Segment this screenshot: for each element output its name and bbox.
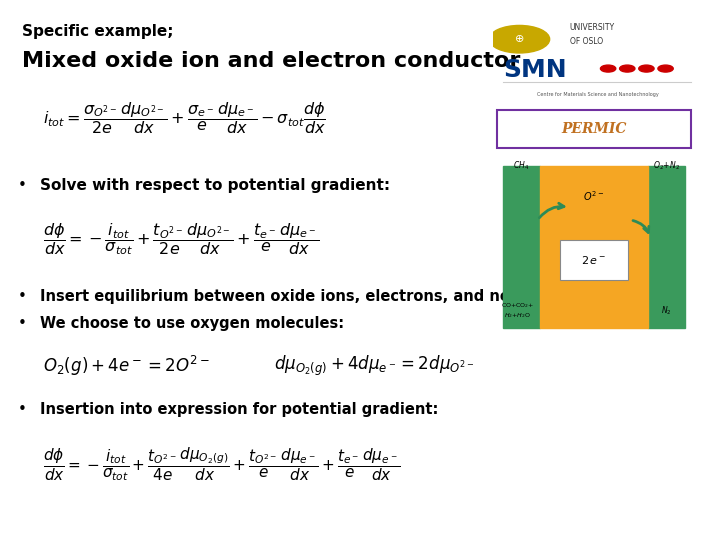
- Text: $\dfrac{d\phi}{dx} = -\dfrac{i_{tot}}{\sigma_{tot}} + \dfrac{t_{O^{2-}}}{4e}\dfr: $\dfrac{d\phi}{dx} = -\dfrac{i_{tot}}{\s…: [43, 446, 401, 483]
- Text: PERMIC: PERMIC: [562, 122, 626, 136]
- Text: •: •: [18, 289, 27, 304]
- Text: $O_2\!+\!N_2$: $O_2\!+\!N_2$: [653, 159, 680, 172]
- Text: OF OSLO: OF OSLO: [570, 37, 603, 45]
- Text: UNIVERSITY: UNIVERSITY: [570, 23, 615, 32]
- Text: $2\,e^-$: $2\,e^-$: [581, 254, 607, 266]
- Text: $\dfrac{d\phi}{dx} = -\dfrac{i_{tot}}{\sigma_{tot}} + \dfrac{t_{O^{2-}}}{2e}\dfr: $\dfrac{d\phi}{dx} = -\dfrac{i_{tot}}{\s…: [43, 221, 320, 258]
- Circle shape: [639, 65, 654, 72]
- Text: •: •: [18, 316, 27, 331]
- Circle shape: [658, 65, 673, 72]
- Text: Insertion into expression for potential gradient:: Insertion into expression for potential …: [40, 402, 438, 417]
- Circle shape: [620, 65, 635, 72]
- Text: $N_2$: $N_2$: [661, 304, 672, 316]
- Text: CO+CO$_2$+
$H_2$+$H_2$O: CO+CO$_2$+ $H_2$+$H_2$O: [500, 301, 534, 320]
- Bar: [649, 166, 685, 328]
- Text: Solve with respect to potential gradient:: Solve with respect to potential gradient…: [40, 178, 390, 193]
- Text: We choose to use oxygen molecules:: We choose to use oxygen molecules:: [40, 316, 343, 331]
- Text: •: •: [18, 402, 27, 417]
- Text: Mixed oxide ion and electron conductor: Mixed oxide ion and electron conductor: [22, 51, 520, 71]
- Text: •: •: [18, 178, 27, 193]
- Text: SMN: SMN: [503, 58, 567, 83]
- Circle shape: [600, 65, 616, 72]
- Text: $CH_4$: $CH_4$: [513, 159, 529, 172]
- FancyBboxPatch shape: [498, 111, 690, 147]
- Text: Insert equilibrium between oxide ions, electrons, and neutral oxygen.: Insert equilibrium between oxide ions, e…: [40, 289, 620, 304]
- Text: Specific example;: Specific example;: [22, 24, 173, 39]
- Bar: [539, 166, 649, 328]
- Text: $O_2(g) + 4e^- = 2O^{2-}$: $O_2(g) + 4e^- = 2O^{2-}$: [43, 354, 210, 378]
- Text: Centre for Materials Science and Nanotechnology: Centre for Materials Science and Nanotec…: [537, 92, 659, 97]
- Text: ⊕: ⊕: [515, 34, 524, 44]
- Text: $i_{tot} = \dfrac{\sigma_{O^{2-}}}{2e}\dfrac{d\mu_{O^{2-}}}{dx} + \dfrac{\sigma_: $i_{tot} = \dfrac{\sigma_{O^{2-}}}{2e}\d…: [43, 100, 326, 136]
- Text: $d\mu_{O_2(g)} + 4d\mu_{e^-} = 2d\mu_{O^{2-}}$: $d\mu_{O_2(g)} + 4d\mu_{e^-} = 2d\mu_{O^…: [274, 354, 474, 378]
- Circle shape: [489, 25, 549, 53]
- Bar: [559, 240, 629, 280]
- Text: $O^{2-}$: $O^{2-}$: [583, 190, 605, 203]
- Bar: [503, 166, 539, 328]
